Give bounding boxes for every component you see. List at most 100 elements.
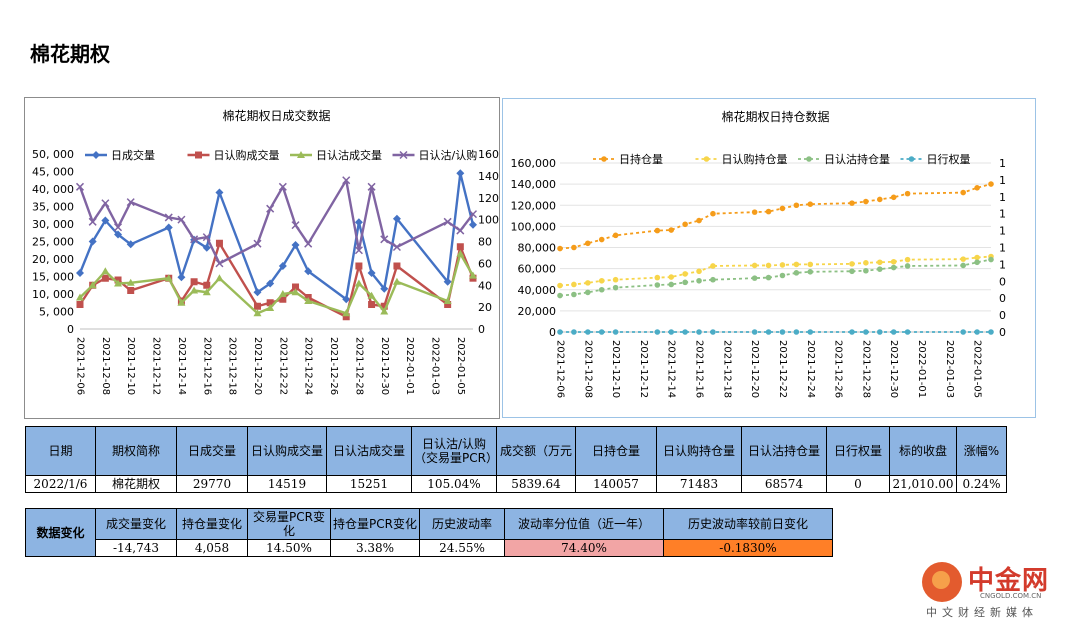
logo-domain: CNGOLD.COM.CN: [980, 592, 1042, 600]
table-cell: 4,058: [176, 539, 248, 557]
x-tick-label: 2021-12-12: [151, 337, 162, 395]
table-header-cell: 日行权量: [826, 426, 890, 476]
data-point: [904, 190, 911, 197]
series-line: [79, 252, 475, 315]
data-point: [342, 309, 351, 317]
series-日认购持仓量: [557, 253, 994, 289]
x-tick-label: 2021-12-28: [353, 337, 364, 395]
data-point: [890, 258, 897, 265]
data-point: [126, 240, 135, 249]
data-point: [849, 200, 855, 206]
data-point: [278, 290, 287, 297]
table-row: -14,743 4,058 14.50% 3.38% 24.55% 74.40%…: [26, 539, 833, 557]
data-point: [392, 242, 401, 251]
table-header-cell: 日期: [25, 426, 96, 476]
y2-tick-label: 1: [999, 242, 1006, 255]
legend-marker: [297, 151, 305, 158]
data-point: [456, 169, 465, 178]
x-tick-label: 2021-12-20: [252, 337, 263, 395]
legend-label: 日认沽持仓量: [824, 152, 890, 166]
legend-item: 日认沽成交量: [290, 148, 382, 162]
x-tick-label: 2021-12-14: [666, 340, 677, 398]
y2-tick-label: 1: [999, 258, 1006, 271]
data-point: [253, 302, 261, 310]
data-point: [807, 261, 814, 268]
data-change-table: 数据变化 成交量变化 持仓量变化 交易量PCR变化 持仓量PCR变化 历史波动率…: [25, 508, 833, 557]
daily-volume-chart-svg: 棉花期权日成交数据 0 5, 000 10, 000 15, 000 20, 000 25,…: [32, 108, 499, 395]
x-tick-label: 2021-12-30: [379, 337, 390, 395]
logo-slogan: 中文财经新媒体: [926, 606, 1038, 619]
series-日成交量: [76, 169, 477, 304]
data-point: [278, 262, 287, 270]
data-point: [126, 278, 135, 286]
series-line: [78, 179, 474, 265]
y2-tick-label: 0: [999, 326, 1006, 339]
y-tick-label: 40, 000: [32, 183, 74, 196]
table-cell: 14.50%: [247, 539, 331, 557]
data-point: [291, 288, 300, 296]
data-point: [164, 223, 173, 232]
data-point: [876, 259, 883, 266]
data-point: [751, 275, 758, 281]
data-point: [253, 239, 262, 248]
x-tick-label: 2021-12-08: [582, 340, 593, 398]
data-point: [696, 268, 702, 275]
legend-label: 日认购持仓量: [722, 152, 788, 166]
data-point: [101, 274, 109, 282]
x-tick-label: 2022-01-01: [916, 340, 927, 398]
data-point: [557, 292, 563, 299]
table-row-header: 数据变化: [25, 508, 96, 557]
data-point: [960, 329, 966, 335]
data-point: [654, 282, 661, 288]
daily-open-interest-chart-svg: 棉花期权日持仓数据 0 20,000 40,000 60,000 80,000 100,00…: [511, 109, 1007, 398]
y-tick-label: 0: [67, 323, 74, 336]
legend-item: 日认沽/认购: [392, 148, 478, 162]
data-point: [456, 226, 465, 235]
series-line: [559, 183, 992, 250]
x-tick-label: 2021-12-16: [694, 340, 705, 398]
y2-tick-label: 120: [478, 192, 499, 205]
data-point: [75, 182, 85, 191]
data-point: [960, 262, 966, 269]
data-point: [696, 217, 702, 224]
data-point: [710, 276, 716, 283]
y2-tick-label: 0: [478, 323, 485, 336]
data-point: [682, 221, 688, 228]
data-point: [203, 281, 211, 289]
data-point: [890, 194, 897, 201]
data-point: [101, 199, 110, 208]
y2-tick-label: 100: [478, 214, 499, 227]
data-point: [612, 276, 619, 283]
data-point: [444, 301, 452, 308]
legend-label: 日持仓量: [619, 152, 663, 166]
table-cell: 15251: [326, 475, 412, 493]
data-point: [668, 329, 675, 335]
x-tick-label: 2021-12-20: [749, 340, 760, 398]
data-point: [177, 215, 186, 224]
data-point: [904, 329, 911, 335]
legend-label: 日认沽/认购: [419, 148, 478, 162]
y-tick-label: 30, 000: [32, 218, 74, 231]
data-point: [682, 279, 688, 286]
legend-label: 日认购成交量: [214, 148, 280, 162]
data-point: [392, 214, 401, 223]
table-cell: 29770: [176, 475, 248, 493]
y-tick-label: 60,000: [518, 263, 557, 276]
table-cell: 140057: [575, 475, 657, 493]
data-point: [266, 299, 274, 307]
data-point: [392, 277, 401, 285]
x-tick-label: 2021-12-06: [75, 337, 86, 395]
table-header-cell: 持仓量变化: [176, 508, 248, 540]
data-point: [342, 313, 350, 321]
x-tick-label: 2022-01-05: [972, 340, 983, 398]
y2-tick-label: 140: [478, 170, 499, 183]
data-point: [367, 269, 376, 277]
data-point: [974, 329, 980, 335]
table-header-cell: 历史波动率较前日变化: [663, 508, 833, 540]
legend-label: 日认沽成交量: [316, 148, 382, 162]
data-point: [114, 279, 123, 287]
table-cell: 105.04%: [411, 475, 497, 493]
legend-item: 日成交量: [85, 148, 155, 162]
logo-brand: 中金网: [968, 566, 1050, 596]
data-point: [765, 262, 772, 269]
